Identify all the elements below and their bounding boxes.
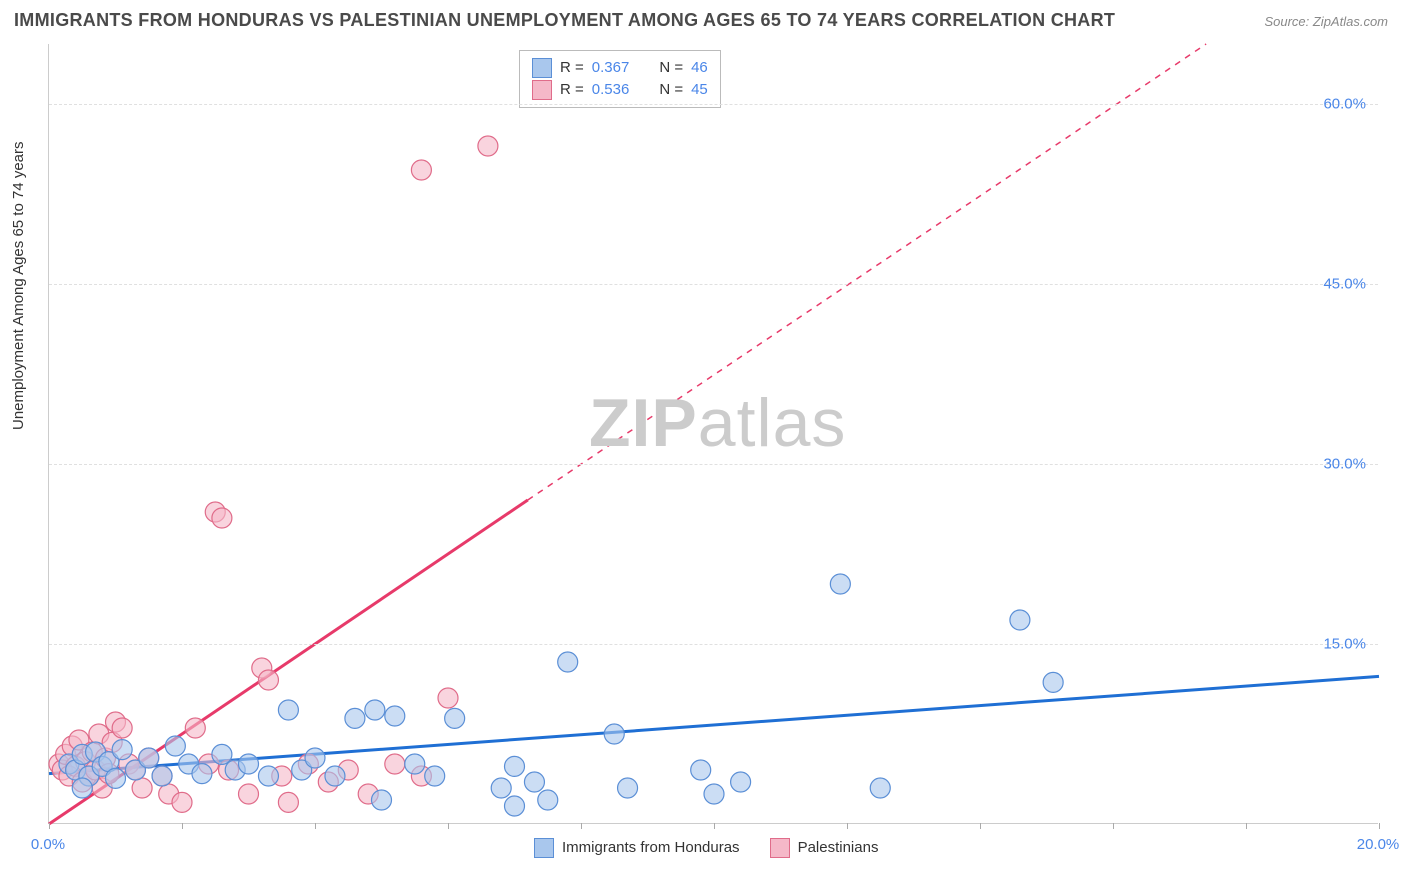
- y-tick-label: 30.0%: [1323, 456, 1366, 473]
- gridline: [49, 464, 1378, 465]
- scatter-point-blue: [365, 700, 385, 720]
- legend-row: R = 0.536 N = 45: [532, 79, 708, 101]
- scatter-point-pink: [239, 784, 259, 804]
- scatter-point-blue: [305, 748, 325, 768]
- x-tick: [714, 823, 715, 829]
- gridline: [49, 644, 1378, 645]
- x-tick: [980, 823, 981, 829]
- x-tick: [1379, 823, 1380, 829]
- x-tick-label: 20.0%: [1357, 836, 1400, 853]
- scatter-point-pink: [258, 670, 278, 690]
- scatter-point-blue: [325, 766, 345, 786]
- scatter-point-blue: [505, 796, 525, 816]
- legend-r-value: 0.367: [592, 57, 630, 79]
- legend-swatch: [532, 80, 552, 100]
- x-tick: [315, 823, 316, 829]
- scatter-point-blue: [372, 790, 392, 810]
- scatter-point-blue: [870, 778, 890, 798]
- scatter-point-blue: [192, 764, 212, 784]
- scatter-point-blue: [445, 708, 465, 728]
- scatter-point-blue: [165, 736, 185, 756]
- scatter-point-blue: [385, 706, 405, 726]
- legend-r-label: R =: [560, 79, 584, 101]
- series-legend: Immigrants from Honduras Palestinians: [534, 837, 878, 859]
- scatter-point-pink: [132, 778, 152, 798]
- scatter-point-blue: [830, 574, 850, 594]
- scatter-point-blue: [538, 790, 558, 810]
- y-tick-label: 15.0%: [1323, 636, 1366, 653]
- scatter-point-blue: [558, 652, 578, 672]
- scatter-point-blue: [112, 740, 132, 760]
- scatter-point-pink: [212, 508, 232, 528]
- legend-item: Immigrants from Honduras: [534, 837, 740, 859]
- scatter-point-blue: [139, 748, 159, 768]
- legend-n-label: N =: [659, 79, 683, 101]
- scatter-point-blue: [704, 784, 724, 804]
- x-tick: [1113, 823, 1114, 829]
- plot-svg: [49, 44, 1378, 823]
- scatter-point-blue: [106, 768, 126, 788]
- x-tick: [49, 823, 50, 829]
- scatter-point-blue: [505, 756, 525, 776]
- scatter-point-blue: [1043, 672, 1063, 692]
- y-tick-label: 45.0%: [1323, 276, 1366, 293]
- scatter-point-blue: [425, 766, 445, 786]
- legend-row: R = 0.367 N = 46: [532, 57, 708, 79]
- legend-label: Palestinians: [798, 837, 879, 859]
- legend-item: Palestinians: [770, 837, 879, 859]
- scatter-point-blue: [524, 772, 544, 792]
- gridline: [49, 104, 1378, 105]
- x-tick: [1246, 823, 1247, 829]
- scatter-point-pink: [278, 792, 298, 812]
- scatter-point-pink: [112, 718, 132, 738]
- scatter-point-blue: [152, 766, 172, 786]
- x-tick: [581, 823, 582, 829]
- scatter-point-blue: [345, 708, 365, 728]
- x-tick: [448, 823, 449, 829]
- scatter-point-blue: [258, 766, 278, 786]
- scatter-point-blue: [278, 700, 298, 720]
- legend-r-label: R =: [560, 57, 584, 79]
- scatter-point-pink: [438, 688, 458, 708]
- legend-n-value: 46: [691, 57, 708, 79]
- x-tick: [847, 823, 848, 829]
- scatter-point-blue: [239, 754, 259, 774]
- scatter-point-blue: [691, 760, 711, 780]
- scatter-point-pink: [385, 754, 405, 774]
- scatter-point-pink: [172, 792, 192, 812]
- scatter-point-pink: [185, 718, 205, 738]
- scatter-point-blue: [212, 744, 232, 764]
- legend-n-label: N =: [659, 57, 683, 79]
- scatter-point-blue: [491, 778, 511, 798]
- scatter-point-blue: [604, 724, 624, 744]
- gridline: [49, 284, 1378, 285]
- scatter-point-pink: [411, 160, 431, 180]
- trend-line-pink-dashed: [528, 44, 1206, 500]
- correlation-legend: R = 0.367 N = 46 R = 0.536 N = 45: [519, 50, 721, 108]
- legend-r-value: 0.536: [592, 79, 630, 101]
- legend-n-value: 45: [691, 79, 708, 101]
- scatter-point-blue: [72, 778, 92, 798]
- source-label: Source: ZipAtlas.com: [1264, 14, 1388, 29]
- legend-swatch: [532, 58, 552, 78]
- scatter-point-blue: [405, 754, 425, 774]
- legend-swatch: [534, 838, 554, 858]
- chart-title: IMMIGRANTS FROM HONDURAS VS PALESTINIAN …: [14, 10, 1115, 31]
- y-axis-label: Unemployment Among Ages 65 to 74 years: [10, 141, 27, 430]
- x-tick: [182, 823, 183, 829]
- scatter-point-blue: [1010, 610, 1030, 630]
- scatter-point-pink: [478, 136, 498, 156]
- plot-area: ZIPatlas R =0.367N =46R =0.536N =45 Immi…: [48, 44, 1378, 824]
- chart-container: IMMIGRANTS FROM HONDURAS VS PALESTINIAN …: [0, 0, 1406, 892]
- x-tick-label: 0.0%: [31, 836, 65, 853]
- legend-label: Immigrants from Honduras: [562, 837, 740, 859]
- legend-swatch: [770, 838, 790, 858]
- scatter-point-blue: [731, 772, 751, 792]
- y-tick-label: 60.0%: [1323, 96, 1366, 113]
- scatter-point-blue: [618, 778, 638, 798]
